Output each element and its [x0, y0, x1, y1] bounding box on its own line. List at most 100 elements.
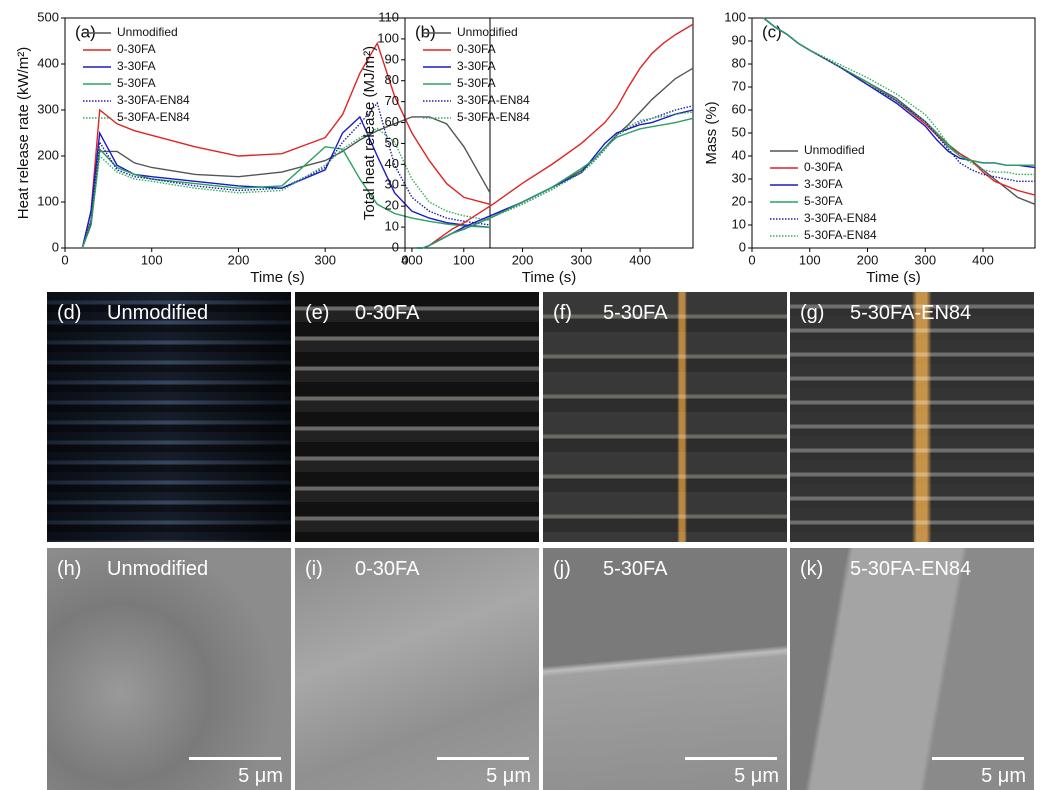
- panel-caption: Unmodified: [107, 558, 208, 581]
- x-tick-label: 300: [914, 252, 936, 267]
- legend-label: 3-30FA: [804, 177, 843, 191]
- y-tick-label: 0: [52, 239, 59, 254]
- scale-bar-label: 5 μm: [486, 765, 531, 788]
- y-tick-label: 500: [37, 9, 59, 24]
- y-tick-label: 60: [732, 101, 746, 116]
- data-line: [417, 118, 693, 248]
- x-tick-label: 100: [799, 252, 821, 267]
- panel-label: (b): [415, 22, 436, 41]
- y-tick-label: 90: [732, 32, 746, 47]
- scale-bar-label: 5 μm: [734, 765, 779, 788]
- x-tick-label: 100: [141, 252, 163, 267]
- x-tick-label: 0: [61, 252, 68, 267]
- y-tick-label: 40: [385, 156, 399, 171]
- x-axis-label: Time (s): [250, 269, 304, 286]
- y-tick-label: 50: [732, 124, 746, 139]
- panel-label: (k): [800, 558, 823, 581]
- y-tick-label: 0: [392, 239, 399, 254]
- sem-panel: (j) 5-30FA 5 μm: [543, 548, 787, 790]
- data-line: [417, 110, 693, 248]
- legend-label: 3-30FA-EN84: [804, 211, 877, 225]
- legend-label: 3-30FA: [117, 59, 156, 73]
- y-tick-label: 300: [37, 101, 59, 116]
- y-tick-label: 50: [385, 135, 399, 150]
- panel-label: (a): [75, 22, 96, 41]
- y-tick-label: 90: [385, 51, 399, 66]
- figure: 01002003004005000100200300400Time (s)Hea…: [0, 0, 1041, 790]
- y-tick-label: 10: [385, 219, 399, 234]
- y-tick-label: 100: [37, 193, 59, 208]
- legend-label: Unmodified: [457, 25, 518, 39]
- legend-label: 5-30FA-EN84: [117, 110, 190, 124]
- y-tick-label: 400: [37, 55, 59, 70]
- photo-panel: (e) 0-30FA: [295, 292, 539, 542]
- x-tick-label: 0: [401, 252, 408, 267]
- y-tick-label: 10: [732, 216, 746, 231]
- y-tick-label: 70: [732, 78, 746, 93]
- legend-label: 5-30FA: [457, 76, 496, 90]
- y-tick-label: 60: [385, 114, 399, 129]
- y-tick-label: 80: [732, 55, 746, 70]
- legend-label: 0-30FA: [804, 160, 843, 174]
- panel-label: (e): [305, 302, 329, 325]
- panel-label: (h): [57, 558, 81, 581]
- legend-label: 0-30FA: [457, 42, 496, 56]
- legend-label: Unmodified: [804, 143, 865, 157]
- x-tick-label: 300: [314, 252, 336, 267]
- panel-caption: 5-30FA-EN84: [850, 558, 971, 581]
- y-tick-label: 20: [385, 198, 399, 213]
- legend-label: 3-30FA-EN84: [457, 93, 530, 107]
- x-axis-label: Time (s): [522, 269, 576, 286]
- y-tick-label: 20: [732, 193, 746, 208]
- sem-panel: (h) Unmodified 5 μm: [47, 548, 291, 790]
- panel-label: (g): [800, 302, 824, 325]
- panel-label: (d): [57, 302, 81, 325]
- panel-label: (i): [305, 558, 323, 581]
- legend-label: 3-30FA-EN84: [117, 93, 190, 107]
- x-tick-label: 0: [748, 252, 755, 267]
- y-axis-label: Total heat release (MJ/m²): [361, 46, 378, 220]
- panel-caption: 5-30FA: [603, 302, 667, 325]
- photo-panel: (d) Unmodified: [47, 292, 291, 542]
- x-tick-label: 300: [570, 252, 592, 267]
- y-axis-label: Mass (%): [703, 101, 720, 164]
- panel-caption: 0-30FA: [355, 558, 419, 581]
- scale-bar: [932, 757, 1024, 760]
- data-line: [82, 128, 490, 248]
- legend-label: Unmodified: [117, 25, 178, 39]
- x-tick-label: 200: [228, 252, 250, 267]
- y-tick-label: 200: [37, 147, 59, 162]
- y-tick-label: 80: [385, 72, 399, 87]
- data-line: [82, 147, 490, 248]
- y-tick-label: 110: [378, 9, 399, 24]
- x-tick-label: 400: [629, 252, 651, 267]
- sem-panel: (i) 0-30FA 5 μm: [295, 548, 539, 790]
- legend-label: 5-30FA-EN84: [804, 228, 877, 242]
- legend-label: 3-30FA: [457, 59, 496, 73]
- legend-label: 5-30FA: [117, 76, 156, 90]
- panel-caption: 5-30FA: [603, 558, 667, 581]
- sem-panel: (k) 5-30FA-EN84 5 μm: [790, 548, 1034, 790]
- y-tick-label: 40: [732, 147, 746, 162]
- y-tick-label: 0: [739, 239, 746, 254]
- axes-frame: [752, 18, 1035, 248]
- photo-panel: (f) 5-30FA: [543, 292, 787, 542]
- legend-label: 5-30FA: [804, 194, 843, 208]
- panel-caption: Unmodified: [107, 302, 208, 325]
- y-tick-label: 100: [377, 30, 399, 45]
- y-axis-label: Heat release rate (kW/m²): [15, 47, 32, 220]
- x-axis-label: Time (s): [866, 269, 920, 286]
- data-line: [417, 112, 693, 248]
- x-tick-label: 400: [972, 252, 994, 267]
- x-tick-label: 200: [857, 252, 879, 267]
- legend-label: 5-30FA-EN84: [457, 110, 530, 124]
- x-tick-label: 200: [512, 252, 534, 267]
- scale-bar: [685, 757, 777, 760]
- scale-bar-label: 5 μm: [981, 765, 1026, 788]
- scale-bar: [437, 757, 529, 760]
- panel-label: (j): [553, 558, 571, 581]
- panel-label: (f): [553, 302, 572, 325]
- legend-label: 0-30FA: [117, 42, 156, 56]
- panel-caption: 5-30FA-EN84: [850, 302, 971, 325]
